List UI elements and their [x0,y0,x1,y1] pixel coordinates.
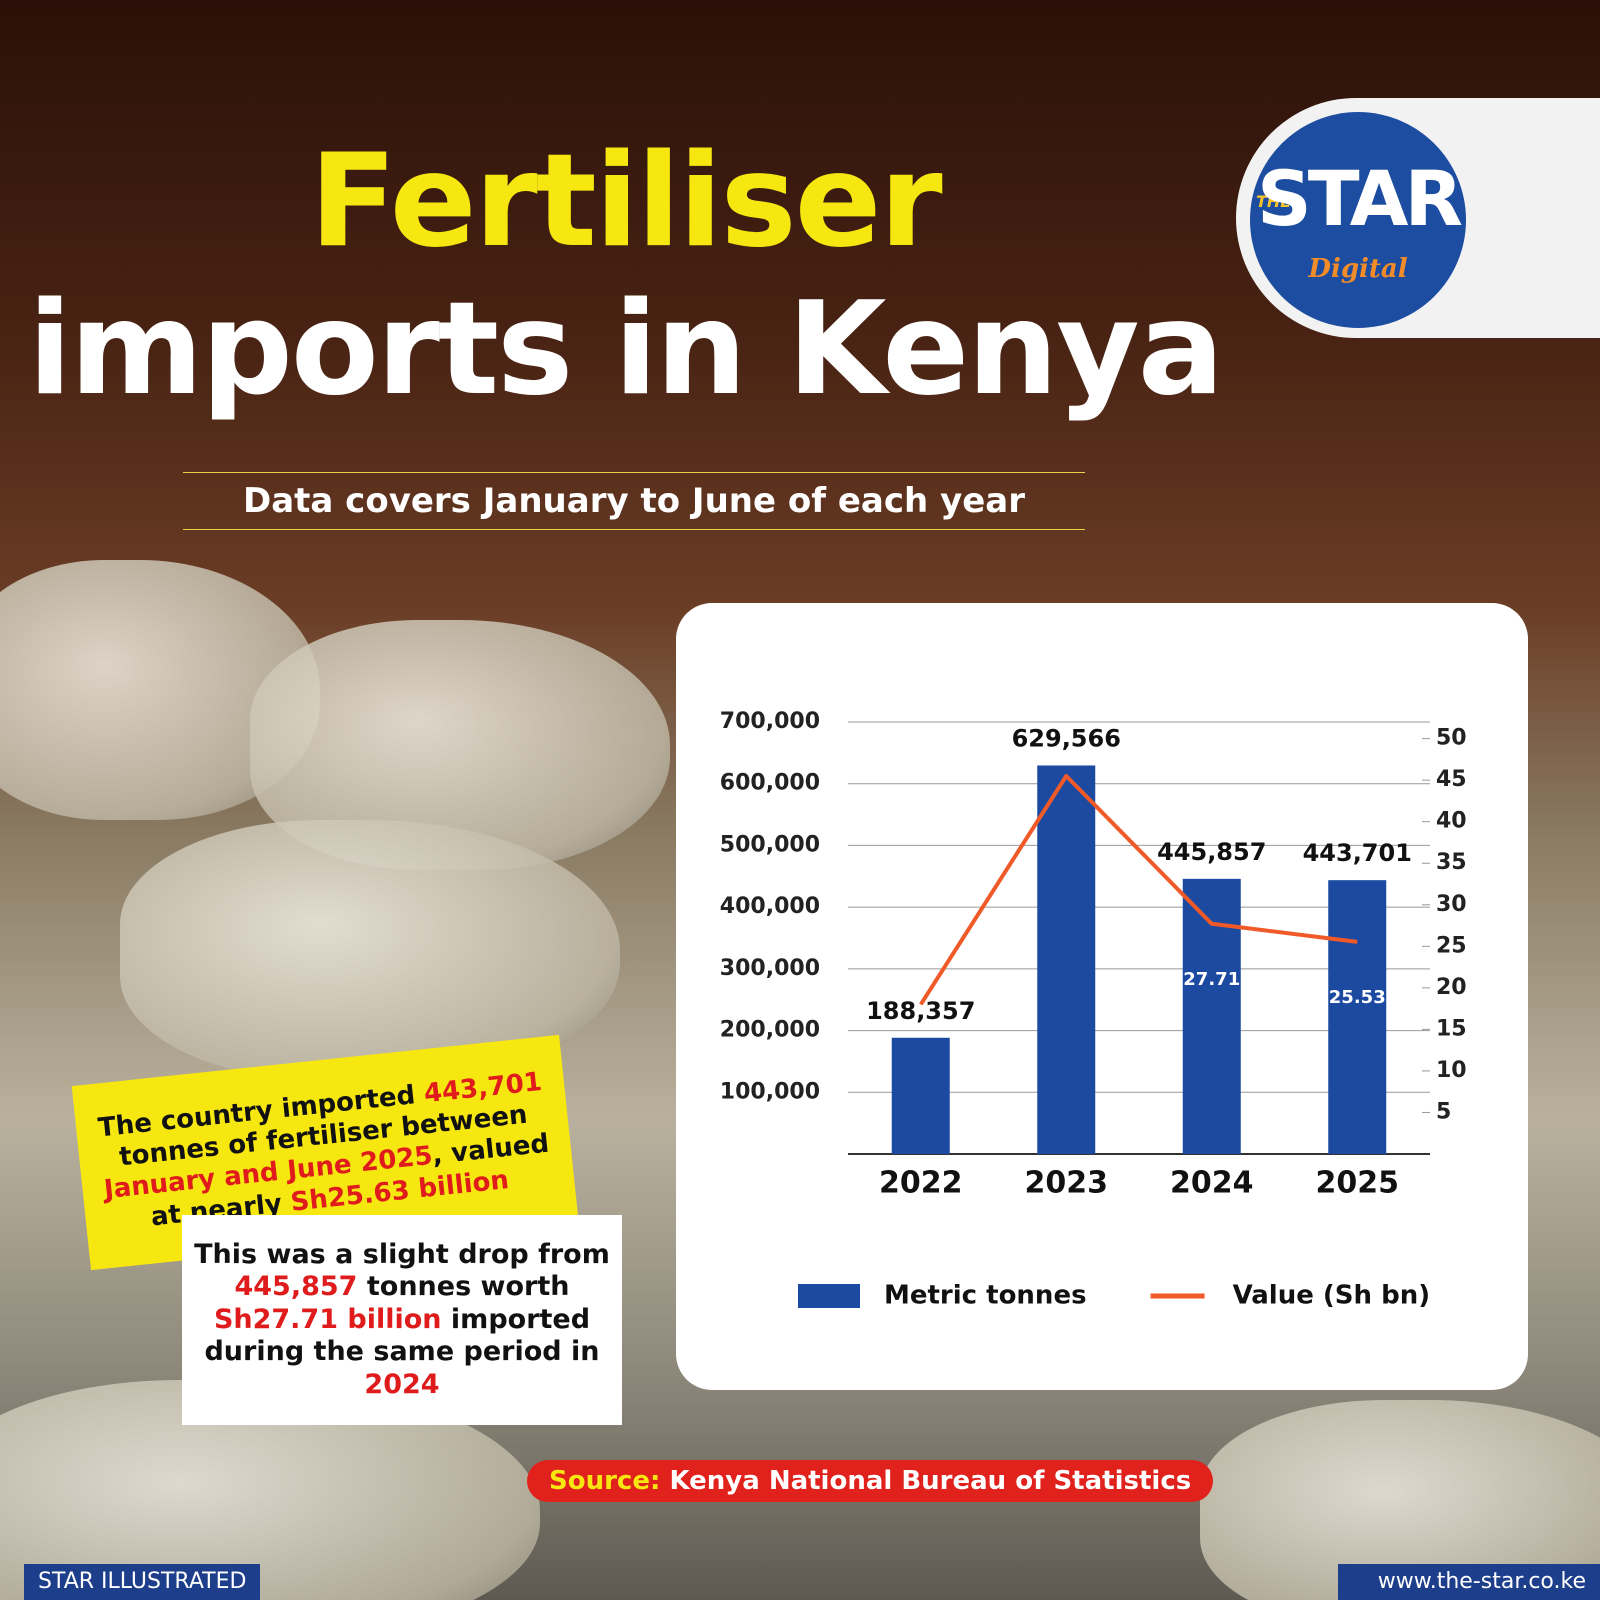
logo-digital: Digital [1308,254,1408,284]
callout-text: tonnes worth [357,1271,570,1303]
y-tick-label: 400,000 [720,894,820,919]
y2-tick-label: 10 [1436,1058,1467,1083]
logo-the: THE [1256,192,1292,211]
y2-tick-label: 45 [1436,767,1467,792]
line-value-label: 27.71 [1183,969,1240,990]
y2-tick-label: 20 [1436,975,1467,1000]
legend-label: Metric tonnes [884,1281,1087,1311]
y-tick-label: 700,000 [720,709,820,734]
y2-tick-label: 35 [1436,850,1467,875]
callout-highlight: Sh27.71 billion [213,1303,442,1335]
y2-tick-label: 15 [1436,1016,1467,1041]
y2-tick-label: 40 [1436,809,1467,834]
y-tick-label: 600,000 [720,771,820,796]
bar [1328,880,1387,1154]
y-tick-label: 300,000 [720,956,820,981]
logo: THE STAR Digital [1250,112,1466,328]
title-line: imports in Kenya [27,275,1224,424]
bar-value-label: 443,701 [1303,839,1412,867]
source: Source: Kenya National Bureau of Statist… [527,1460,1214,1502]
x-tick-label: 2024 [1170,1166,1254,1201]
line [919,774,1358,1006]
bar [1037,765,1096,1154]
x-tick-label: 2022 [879,1166,963,1201]
x-tick-label: 2023 [1025,1166,1109,1201]
callout-text: imported during the same period in [204,1303,600,1368]
legend-label: Value (Sh bn) [1233,1281,1431,1311]
legend-swatch [798,1284,860,1308]
x-tick-label: 2025 [1316,1166,1400,1201]
y-tick-label: 200,000 [720,1018,820,1043]
callout-text: This was a slight drop from [194,1239,610,1270]
bar [1182,878,1241,1154]
callout: This was a slight drop from 445,857 tonn… [182,1215,622,1425]
source-label: Source: [549,1466,661,1496]
title-line: Fertiliser [309,127,942,276]
y2-tick-label: 30 [1436,892,1467,917]
logo-star: STAR [1256,154,1463,243]
y-tick-label: 100,000 [720,1079,820,1104]
source-text: Kenya National Bureau of Statistics [669,1466,1192,1496]
line-value-label: 25.53 [1329,987,1386,1008]
footer-right: www.the-star.co.ke [1337,1564,1600,1600]
y2-tick-label: 25 [1436,933,1467,958]
bar-value-label: 629,566 [1012,724,1121,752]
bar [891,1037,950,1154]
bar-value-label: 445,857 [1157,838,1266,866]
y2-tick-label: 5 [1436,1099,1451,1124]
subtitle: Data covers January to June of each year [183,472,1085,530]
y2-tick-label: 50 [1436,726,1467,751]
callout-highlight: 2024 [364,1368,440,1400]
callout-highlight: 445,857 [234,1271,358,1303]
footer-left: STAR ILLUSTRATED [24,1564,261,1600]
y-tick-label: 500,000 [720,832,820,857]
